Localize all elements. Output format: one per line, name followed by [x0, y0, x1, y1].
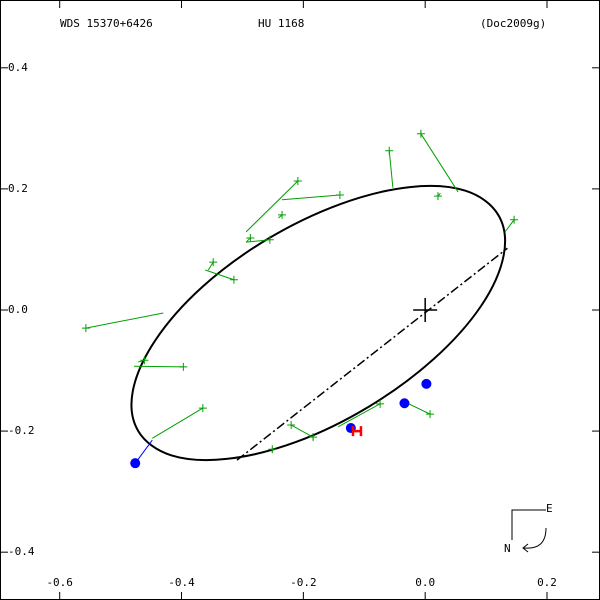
- observation-series: [81, 129, 519, 454]
- observation: [426, 410, 435, 419]
- observation: [140, 356, 149, 365]
- observation: [385, 146, 394, 155]
- compass-east: E: [546, 502, 553, 515]
- observation: [510, 215, 519, 224]
- observation: [268, 445, 277, 454]
- residual: [207, 261, 214, 271]
- observation: [399, 398, 410, 409]
- observation: [376, 399, 385, 408]
- observation: [265, 235, 274, 244]
- chart-subtitle: HU 1168: [258, 17, 304, 30]
- residual: [504, 219, 515, 233]
- y-tick-label: 0.2: [8, 182, 28, 195]
- y-tick-label: -0.4: [8, 545, 35, 558]
- residual: [152, 407, 204, 439]
- residual: [85, 312, 164, 329]
- residual: [278, 214, 283, 219]
- observation: [287, 421, 296, 430]
- y-tick-label: -0.2: [8, 424, 35, 437]
- observation: [209, 258, 218, 267]
- observation: [198, 404, 207, 413]
- residual: [281, 194, 340, 201]
- x-tick-label: 0.2: [537, 576, 557, 589]
- x-tick-label: -0.6: [46, 576, 73, 589]
- reference: (Doc2009g): [480, 17, 546, 30]
- observation: [229, 275, 238, 284]
- residual: [134, 365, 184, 368]
- residual: [245, 237, 251, 243]
- residual: [337, 403, 381, 428]
- observation-series: [130, 378, 432, 469]
- y-tick-label: 0.0: [8, 303, 28, 316]
- compass: E N: [504, 502, 553, 555]
- compass-axes: [511, 509, 546, 540]
- observation: [293, 177, 302, 186]
- x-tick-label: -0.2: [290, 576, 317, 589]
- observation: [351, 426, 363, 437]
- x-tick-label: 0.0: [415, 576, 435, 589]
- compass-arrowhead: [522, 543, 529, 553]
- observation: [421, 378, 432, 389]
- x-tick-label: -0.4: [168, 576, 195, 589]
- observation: [179, 362, 188, 371]
- residual: [388, 150, 394, 188]
- y-tick-label: 0.4: [8, 61, 28, 74]
- observation-series: [351, 426, 363, 437]
- compass-arrow: [523, 527, 547, 549]
- orbit: [130, 185, 506, 461]
- line-of-nodes: [236, 247, 508, 461]
- observation: [416, 129, 425, 138]
- residual: [245, 180, 299, 233]
- observation: [309, 433, 318, 442]
- observation: [335, 190, 344, 199]
- observation: [130, 458, 141, 469]
- observation: [433, 192, 442, 201]
- chart-title: WDS 15370+6426: [60, 17, 153, 30]
- compass-north: N: [504, 542, 511, 555]
- observation: [81, 324, 90, 333]
- residual: [420, 133, 459, 193]
- primary-star: [413, 297, 438, 322]
- residual: [290, 424, 314, 438]
- observation: [246, 233, 255, 242]
- residual: [205, 269, 235, 281]
- observation: [278, 210, 287, 219]
